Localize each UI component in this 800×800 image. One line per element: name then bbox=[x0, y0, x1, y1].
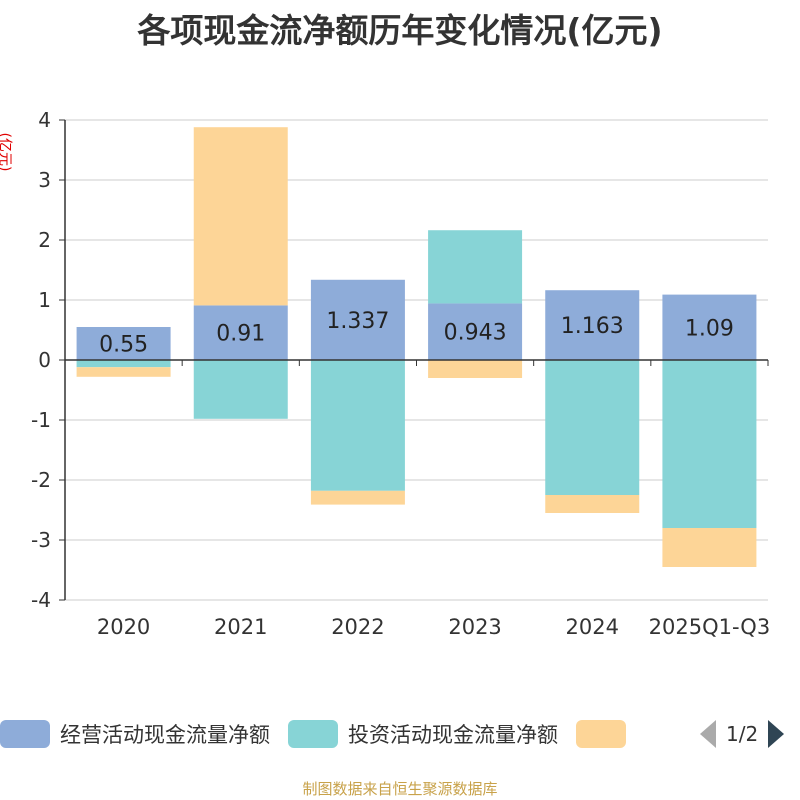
x-tick-label: 2021 bbox=[214, 615, 267, 639]
data-label: 0.91 bbox=[216, 322, 265, 347]
legend-swatch-investing bbox=[288, 720, 338, 748]
y-tick-label: 4 bbox=[38, 108, 51, 132]
bar-2-2023 bbox=[428, 360, 523, 378]
legend-swatch-financing bbox=[576, 720, 626, 748]
y-tick-label: -1 bbox=[31, 408, 51, 432]
data-label: 0.943 bbox=[444, 321, 507, 346]
bar-1-2025Q1-Q3 bbox=[662, 360, 757, 528]
y-tick-label: 0 bbox=[38, 348, 51, 372]
y-tick-label: 3 bbox=[38, 168, 51, 192]
y-tick-label: -4 bbox=[31, 588, 51, 612]
bar-0-2020 bbox=[76, 327, 171, 360]
legend-item-investing[interactable]: 投资活动现金流量净额 bbox=[288, 719, 558, 749]
bar-2-2022 bbox=[310, 490, 405, 505]
bar-0-2025Q1-Q3 bbox=[662, 294, 757, 360]
bar-2-2021 bbox=[193, 127, 288, 306]
chevron-left-icon[interactable] bbox=[700, 720, 716, 748]
source-note: 制图数据来自恒生聚源数据库 bbox=[302, 780, 498, 798]
legend-label-operating: 经营活动现金流量净额 bbox=[60, 723, 270, 747]
legend-label-investing: 投资活动现金流量净额 bbox=[348, 723, 558, 747]
bar-0-2021 bbox=[193, 305, 288, 360]
y-tick-label: -2 bbox=[31, 468, 51, 492]
bar-1-2021 bbox=[193, 360, 288, 419]
x-tick-label: 2025Q1-Q3 bbox=[649, 615, 771, 639]
chevron-right-icon[interactable] bbox=[768, 720, 785, 748]
bar-0-2024 bbox=[545, 290, 640, 360]
bar-0-2023 bbox=[428, 303, 523, 360]
x-tick-label: 2020 bbox=[97, 615, 150, 639]
bar-2-2020 bbox=[76, 367, 171, 377]
bar-2-2024 bbox=[545, 495, 640, 513]
x-tick-label: 2024 bbox=[566, 615, 619, 639]
x-tick-label: 2022 bbox=[331, 615, 384, 639]
chart-title: 各项现金流净额历年变化情况(亿元) bbox=[137, 11, 663, 50]
legend: 经营活动现金流量净额 投资活动现金流量净额 bbox=[0, 716, 800, 752]
x-tick-label: 2023 bbox=[448, 615, 501, 639]
legend-swatch-operating bbox=[0, 720, 50, 748]
legend-pager: 1/2 bbox=[700, 716, 785, 752]
bar-1-2022 bbox=[310, 360, 405, 491]
bar-1-2024 bbox=[545, 360, 640, 495]
legend-item-financing[interactable] bbox=[576, 720, 636, 748]
data-label: 1.337 bbox=[326, 309, 389, 334]
bar-2-2025Q1-Q3 bbox=[662, 528, 757, 567]
legend-page-indicator: 1/2 bbox=[726, 722, 759, 746]
y-tick-label: 2 bbox=[38, 228, 51, 252]
bar-0-2022 bbox=[310, 279, 405, 360]
data-label: 0.55 bbox=[99, 333, 148, 358]
data-label: 1.163 bbox=[561, 314, 624, 339]
y-tick-label: 1 bbox=[38, 288, 51, 312]
y-tick-label: -3 bbox=[31, 528, 51, 552]
bar-1-2023 bbox=[428, 230, 523, 304]
bar-1-2020 bbox=[76, 360, 171, 368]
data-label: 1.09 bbox=[685, 316, 734, 341]
legend-item-operating[interactable]: 经营活动现金流量净额 bbox=[0, 719, 270, 749]
